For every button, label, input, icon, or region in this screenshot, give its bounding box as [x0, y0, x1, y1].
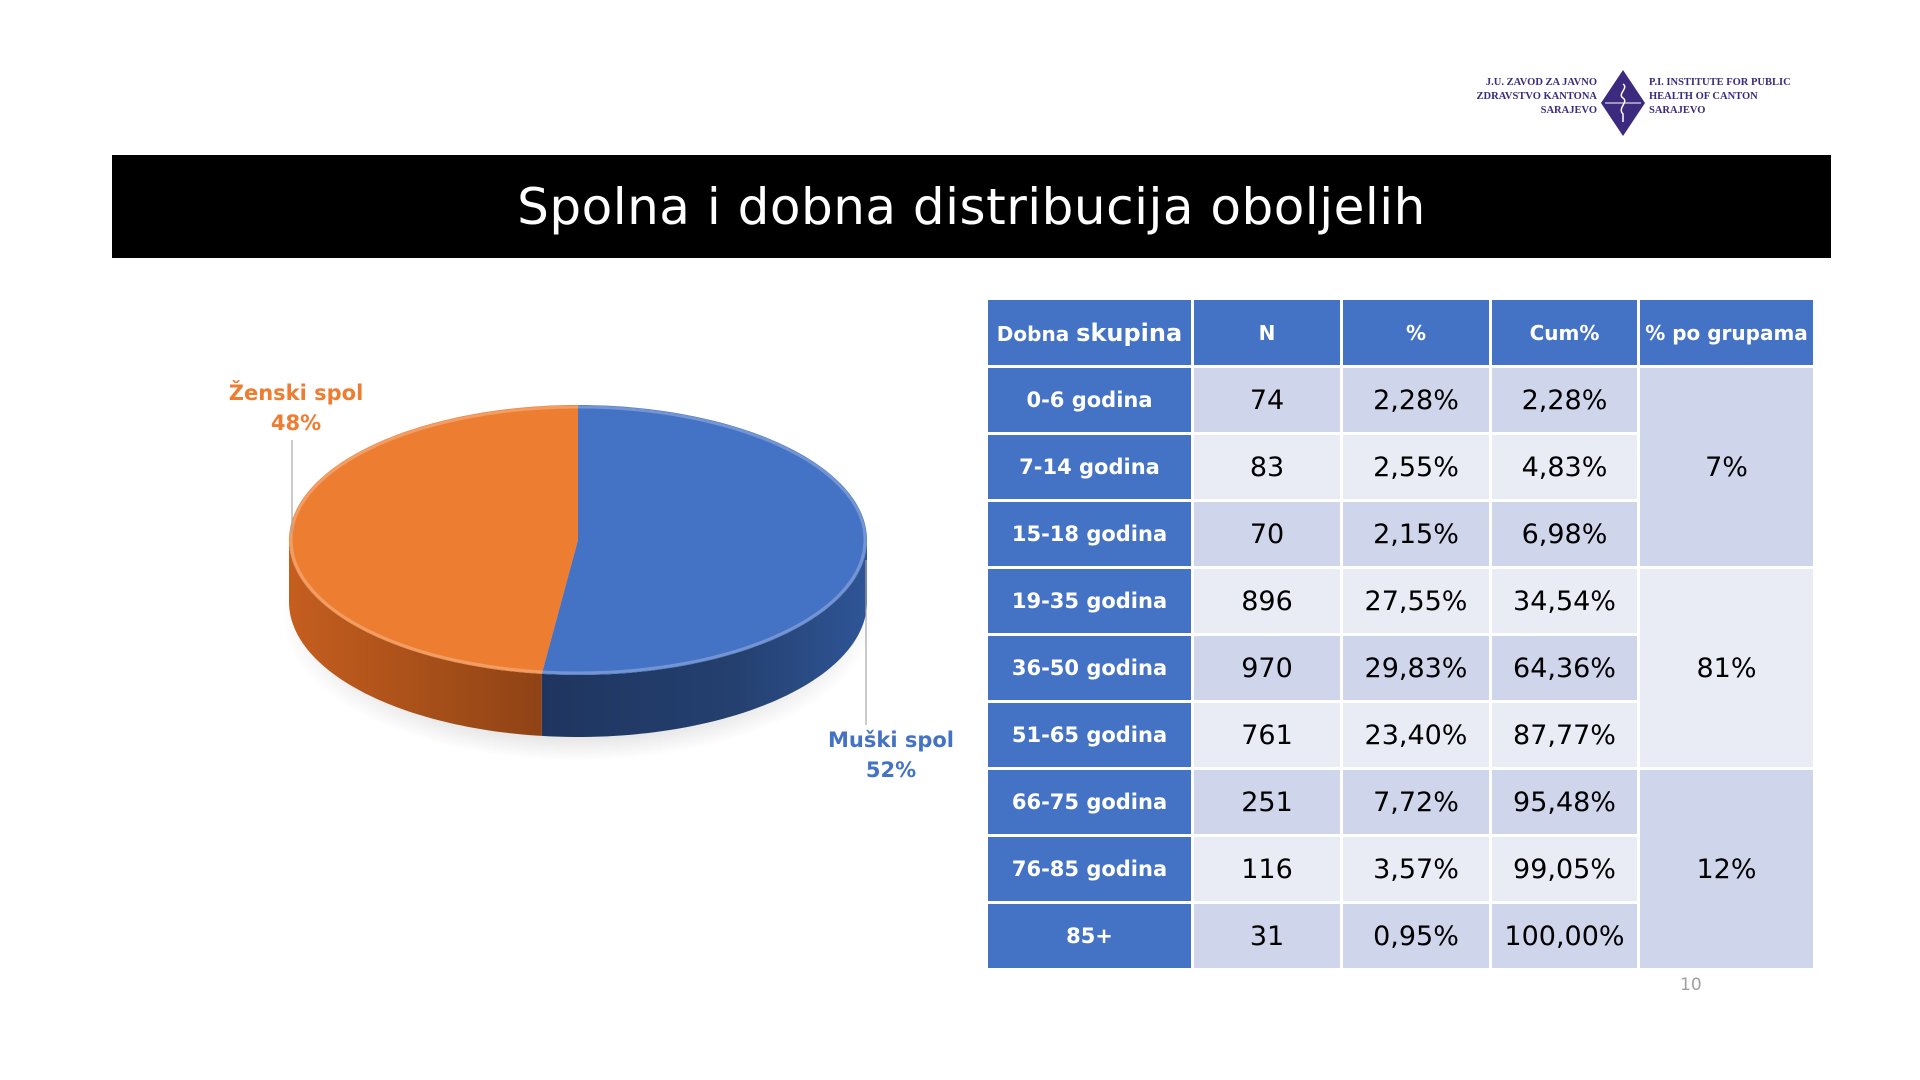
age-cell: 85+ — [985, 901, 1194, 971]
percent-cell: 3,57% — [1340, 834, 1492, 904]
table-row: 51-65 godina 761 23,40% 87,77% — [985, 700, 1815, 770]
n-cell: 970 — [1191, 633, 1343, 703]
group-percent-cell: 81% — [1637, 566, 1816, 770]
cumulative-cell: 87,77% — [1489, 700, 1640, 770]
male-label-name: Muški spol — [828, 728, 954, 752]
header-age-big: skupina — [1076, 318, 1183, 347]
pie-side-female — [289, 540, 542, 736]
percent-cell: 23,40% — [1340, 700, 1492, 770]
group-percent-cell: 7% — [1637, 365, 1816, 569]
cumulative-cell: 64,36% — [1489, 633, 1640, 703]
n-cell: 116 — [1191, 834, 1343, 904]
table-row: 19-35 godina 896 27,55% 34,54% 81% — [985, 566, 1816, 770]
logo-text-local: J.U. ZAVOD ZA JAVNO ZDRAVSTVO KANTONA SA… — [1455, 76, 1597, 118]
cumulative-cell: 6,98% — [1489, 499, 1640, 569]
percent-cell: 2,55% — [1340, 432, 1492, 502]
table-row: 7-14 godina 83 2,55% 4,83% — [985, 432, 1815, 502]
table-row: 36-50 godina 970 29,83% 64,36% — [985, 633, 1815, 703]
female-label-value: 48% — [270, 411, 322, 435]
n-cell: 761 — [1191, 700, 1343, 770]
title-banner: Spolna i dobna distribucija oboljelih — [112, 155, 1831, 258]
header-cumulative: Cum% — [1489, 297, 1640, 368]
header-group-percent: % po grupama — [1637, 297, 1816, 368]
female-label-name: Ženski spol — [228, 381, 364, 405]
female-data-label: Ženski spol 48% — [226, 378, 366, 438]
age-cell: 76-85 godina — [985, 834, 1194, 904]
pie-side-male — [541, 540, 867, 737]
cumulative-cell: 95,48% — [1489, 767, 1640, 837]
logo-line: P.I. INSTITUTE FOR PUBLIC — [1649, 77, 1791, 88]
cumulative-cell: 2,28% — [1489, 365, 1640, 435]
age-cell: 15-18 godina — [985, 499, 1194, 569]
logo-line: J.U. ZAVOD ZA JAVNO — [1485, 77, 1597, 88]
age-cell: 7-14 godina — [985, 432, 1194, 502]
cumulative-cell: 4,83% — [1489, 432, 1640, 502]
age-cell: 66-75 godina — [985, 767, 1194, 837]
percent-cell: 0,95% — [1340, 901, 1492, 971]
n-cell: 251 — [1191, 767, 1343, 837]
percent-cell: 27,55% — [1340, 566, 1492, 636]
age-cell: 19-35 godina — [985, 566, 1194, 636]
slide-title: Spolna i dobna distribucija oboljelih — [517, 177, 1426, 236]
logo-line: SARAJEVO — [1649, 105, 1706, 116]
cumulative-cell: 100,00% — [1489, 901, 1640, 971]
table-row: 0-6 godina 74 2,28% 2,28% 7% — [985, 365, 1816, 569]
age-cell: 51-65 godina — [985, 700, 1194, 770]
header-age-group: Dobna skupina — [985, 297, 1194, 368]
percent-cell: 2,15% — [1340, 499, 1492, 569]
percent-cell: 29,83% — [1340, 633, 1492, 703]
gender-pie-chart — [281, 405, 875, 761]
n-cell: 83 — [1191, 432, 1343, 502]
male-label-value: 52% — [865, 758, 917, 782]
male-data-label: Muški spol 52% — [821, 725, 961, 785]
pie-slice-female — [289, 405, 578, 674]
percent-cell: 2,28% — [1340, 365, 1492, 435]
n-cell: 74 — [1191, 365, 1343, 435]
pie-slice-male — [541, 405, 867, 675]
n-cell: 896 — [1191, 566, 1343, 636]
logo-text-english: P.I. INSTITUTE FOR PUBLIC HEALTH OF CANT… — [1649, 76, 1829, 118]
logo-line: SARAJEVO — [1540, 105, 1597, 116]
logo-line: ZDRAVSTVO KANTONA — [1476, 91, 1597, 102]
table-header-row: Dobna skupina N % Cum% % po grupama — [985, 297, 1816, 368]
age-distribution-table: Dobna skupina N % Cum% % po grupama 0-6 … — [985, 297, 1816, 971]
age-cell: 0-6 godina — [985, 365, 1194, 435]
institute-logo: J.U. ZAVOD ZA JAVNO ZDRAVSTVO KANTONA SA… — [1455, 70, 1815, 140]
caduceus-diamond-icon — [1601, 70, 1645, 136]
n-cell: 31 — [1191, 901, 1343, 971]
cumulative-cell: 99,05% — [1489, 834, 1640, 904]
table-row: 15-18 godina 70 2,15% 6,98% — [985, 499, 1815, 569]
age-cell: 36-50 godina — [985, 633, 1194, 703]
page-number: 10 — [1680, 975, 1702, 995]
logo-line: HEALTH OF CANTON — [1649, 91, 1758, 102]
table-row: 66-75 godina 251 7,72% 95,48% 12% — [985, 767, 1816, 971]
table-row: 76-85 godina 116 3,57% 99,05% — [985, 834, 1815, 904]
group-percent-cell: 12% — [1637, 767, 1816, 971]
header-age-small: Dobna — [996, 321, 1070, 346]
header-percent: % — [1340, 297, 1492, 368]
header-n: N — [1191, 297, 1343, 368]
cumulative-cell: 34,54% — [1489, 566, 1640, 636]
n-cell: 70 — [1191, 499, 1343, 569]
percent-cell: 7,72% — [1340, 767, 1492, 837]
table-row: 85+ 31 0,95% 100,00% — [985, 901, 1815, 971]
pie-bevel — [289, 405, 867, 675]
